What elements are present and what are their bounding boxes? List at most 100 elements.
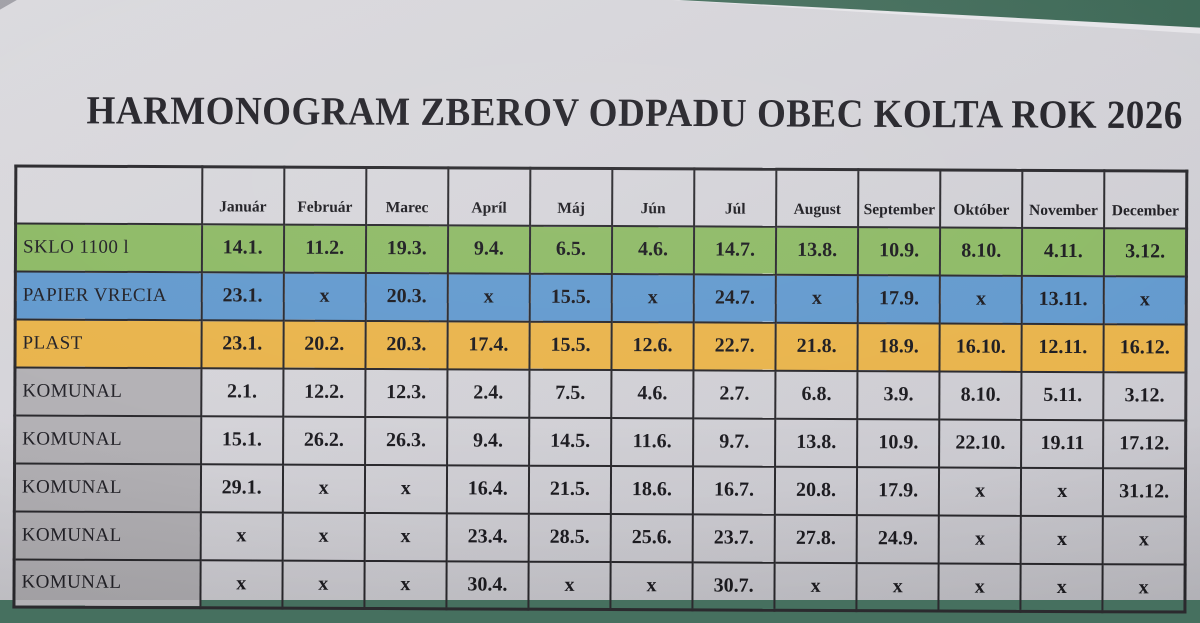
date-cell: 23.1.: [201, 319, 284, 369]
row-label: KOMUNAL: [14, 510, 201, 560]
date-cell: 3.9.: [857, 370, 940, 419]
date-cell: 30.7.: [692, 561, 775, 611]
date-cell: 8.10.: [939, 370, 1022, 420]
date-cell: 27.8.: [774, 514, 857, 563]
schedule-table: Január Február Marec Apríl Máj Jún Júl August Se…: [12, 164, 1189, 614]
row-label: KOMUNAL: [14, 462, 201, 512]
corner-cell: [15, 165, 203, 224]
date-cell: 16.4.: [446, 464, 529, 514]
date-cell: 24.7.: [693, 273, 776, 323]
no-collection-cell: x: [1020, 515, 1104, 564]
date-cell: 21.5.: [528, 465, 612, 514]
date-cell: 18.6.: [610, 465, 694, 514]
date-cell: 17.4.: [447, 320, 530, 370]
date-cell: 4.6.: [611, 225, 695, 274]
date-cell: 17.9.: [856, 466, 940, 515]
month-header: November: [1022, 170, 1105, 228]
date-cell: 23.7.: [692, 513, 775, 563]
date-cell: 2.4.: [447, 368, 530, 418]
no-collection-cell: x: [1102, 563, 1186, 613]
schedule-table-body: SKLO 1100 l 14.1. 11.2. 19.3. 9.4. 6.5. 4.6. 14…: [13, 222, 1187, 613]
no-collection-cell: x: [1020, 563, 1103, 612]
date-cell: 8.10.: [940, 226, 1023, 276]
date-cell: 11.6.: [611, 417, 694, 466]
date-cell: 15.5.: [529, 321, 612, 370]
no-collection-cell: x: [364, 560, 447, 609]
no-collection-cell: x: [938, 514, 1022, 564]
date-cell: 10.9.: [858, 226, 941, 275]
date-cell: 20.8.: [774, 466, 858, 515]
date-cell: 19.11: [1021, 419, 1104, 468]
no-collection-cell: x: [1102, 515, 1186, 565]
date-cell: 19.3.: [365, 224, 448, 273]
date-cell: 9.7.: [693, 417, 776, 467]
date-cell: 5.11.: [1021, 371, 1104, 420]
date-cell: 24.9.: [856, 514, 940, 563]
month-header: September: [858, 169, 941, 227]
no-collection-cell: x: [528, 561, 611, 610]
date-cell: 25.6.: [610, 513, 693, 562]
month-header: Október: [940, 169, 1023, 228]
date-cell: 16.7.: [692, 465, 776, 515]
no-collection-cell: x: [1104, 275, 1187, 325]
date-cell: 14.5.: [528, 417, 612, 466]
date-cell: 29.1.: [200, 463, 283, 513]
table-row: PLAST 23.1. 20.2. 20.3. 17.4. 15.5. 12.6. 22.7.…: [14, 318, 1187, 373]
date-cell: 26.3.: [364, 416, 448, 465]
row-label: KOMUNAL: [14, 366, 202, 416]
no-collection-cell: x: [200, 559, 283, 609]
date-cell: 31.12.: [1103, 467, 1186, 517]
no-collection-cell: x: [939, 274, 1023, 324]
date-cell: 14.1.: [201, 223, 284, 273]
header-row: Január Február Marec Apríl Máj Jún Júl August Se…: [15, 165, 1187, 229]
table-row: KOMUNAL x x x 30.4. x x 30.7. x x x x x: [13, 558, 1186, 613]
month-header: Máj: [530, 168, 613, 226]
date-cell: 16.12.: [1103, 323, 1187, 373]
no-collection-cell: x: [282, 512, 365, 561]
date-cell: 23.1.: [201, 271, 284, 321]
date-cell: 20.2.: [283, 320, 366, 369]
date-cell: 2.7.: [693, 369, 776, 419]
date-cell: 14.7.: [693, 225, 777, 275]
date-cell: 9.4.: [446, 416, 530, 466]
row-label: SKLO 1100 l: [15, 222, 202, 272]
date-cell: 26.2.: [282, 416, 366, 465]
table-row: KOMUNAL 2.1. 12.2. 12.3. 2.4. 7.5. 4.6. 2.7. 6.8…: [14, 366, 1186, 421]
month-header: Jún: [612, 168, 695, 226]
month-header: Apríl: [447, 167, 531, 226]
row-label: PAPIER VRECIA: [15, 270, 202, 320]
date-cell: 15.5.: [529, 273, 612, 322]
date-cell: 6.8.: [775, 370, 858, 419]
row-label: KOMUNAL: [14, 414, 201, 464]
month-header: Február: [283, 167, 367, 225]
table-row: KOMUNAL 15.1. 26.2. 26.3. 9.4. 14.5. 11.6. 9.7.…: [14, 414, 1186, 469]
date-cell: 7.5.: [529, 369, 612, 418]
date-cell: 20.3.: [365, 320, 448, 369]
date-cell: 13.8.: [775, 226, 859, 275]
no-collection-cell: x: [610, 561, 693, 610]
date-cell: 4.6.: [611, 369, 694, 418]
no-collection-cell: x: [364, 512, 447, 561]
date-cell: 23.4.: [446, 512, 529, 562]
date-cell: 22.7.: [693, 321, 776, 371]
no-collection-cell: x: [611, 273, 694, 322]
date-cell: 17.9.: [857, 274, 941, 323]
month-header: Január: [201, 166, 285, 225]
date-cell: 20.3.: [365, 272, 448, 321]
date-cell: 12.3.: [365, 368, 448, 417]
table-row: KOMUNAL x x x 23.4. 28.5. 25.6. 23.7. 27.8. 24.9.…: [14, 510, 1186, 565]
no-collection-cell: x: [364, 464, 447, 513]
date-cell: 28.5.: [528, 513, 611, 562]
table-row: KOMUNAL 29.1. x x 16.4. 21.5. 18.6. 16.7. 20.8. 1…: [14, 462, 1186, 517]
date-cell: 12.6.: [611, 321, 694, 370]
date-cell: 9.4.: [447, 224, 531, 274]
row-label: PLAST: [14, 318, 202, 368]
date-cell: 30.4.: [446, 560, 529, 610]
date-cell: 13.8.: [775, 418, 858, 467]
month-header: December: [1104, 170, 1187, 229]
document-title: HARMONOGRAM ZBEROV ODPADU OBEC KOLTA ROK…: [86, 88, 1183, 138]
date-cell: 3.12.: [1103, 371, 1186, 421]
date-cell: 18.9.: [857, 322, 940, 371]
no-collection-cell: x: [1021, 467, 1104, 516]
no-collection-cell: x: [447, 272, 530, 322]
